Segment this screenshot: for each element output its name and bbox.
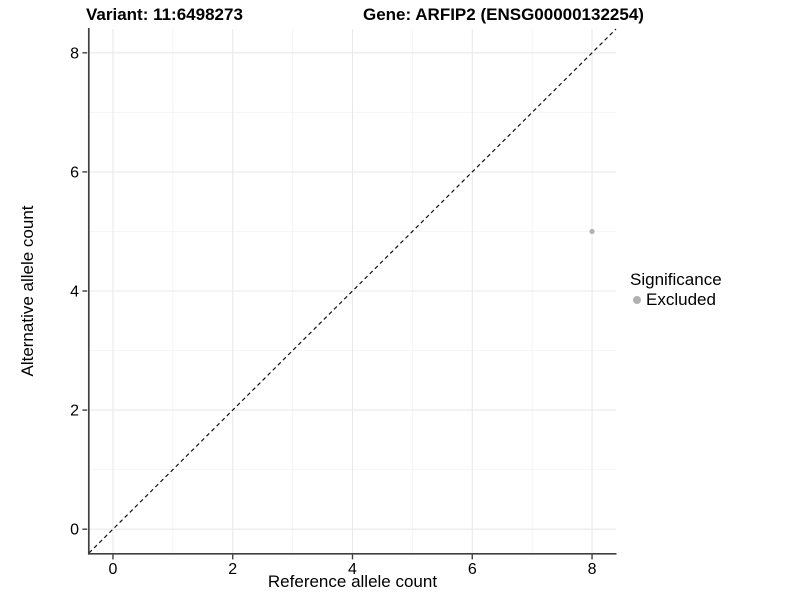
x-tick-label: 4	[348, 561, 357, 578]
x-tick-label: 2	[228, 561, 237, 578]
y-tick-label: 6	[70, 164, 79, 181]
plot-title-gene: Gene: ARFIP2 (ENSG00000132254)	[363, 5, 644, 24]
x-tick-label: 8	[588, 561, 597, 578]
legend-item-excluded: Excluded	[630, 290, 722, 309]
excluded-point-swatch	[633, 295, 641, 304]
y-tick-label: 0	[70, 522, 79, 539]
x-axis-title: Reference allele count	[267, 572, 438, 591]
y-tick-label: 8	[70, 45, 79, 62]
legend-item-label: Excluded	[646, 290, 716, 309]
legend-title: Significance	[630, 270, 722, 289]
x-tick-label: 0	[109, 561, 118, 578]
y-axis-title: Alternative allele count	[18, 205, 37, 377]
x-tick-label: 6	[468, 561, 477, 578]
identity-reference-line	[88, 28, 617, 554]
legend: Significance Excluded	[630, 270, 722, 309]
data-point	[589, 228, 595, 235]
plot-title-variant: Variant: 11:6498273	[86, 5, 243, 24]
y-tick-label: 4	[70, 284, 79, 301]
y-tick-label: 2	[70, 403, 79, 420]
